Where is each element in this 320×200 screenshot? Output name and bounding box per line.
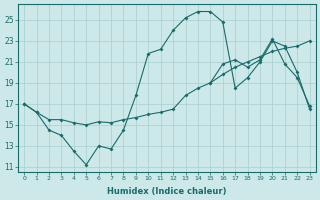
X-axis label: Humidex (Indice chaleur): Humidex (Indice chaleur)	[107, 187, 227, 196]
